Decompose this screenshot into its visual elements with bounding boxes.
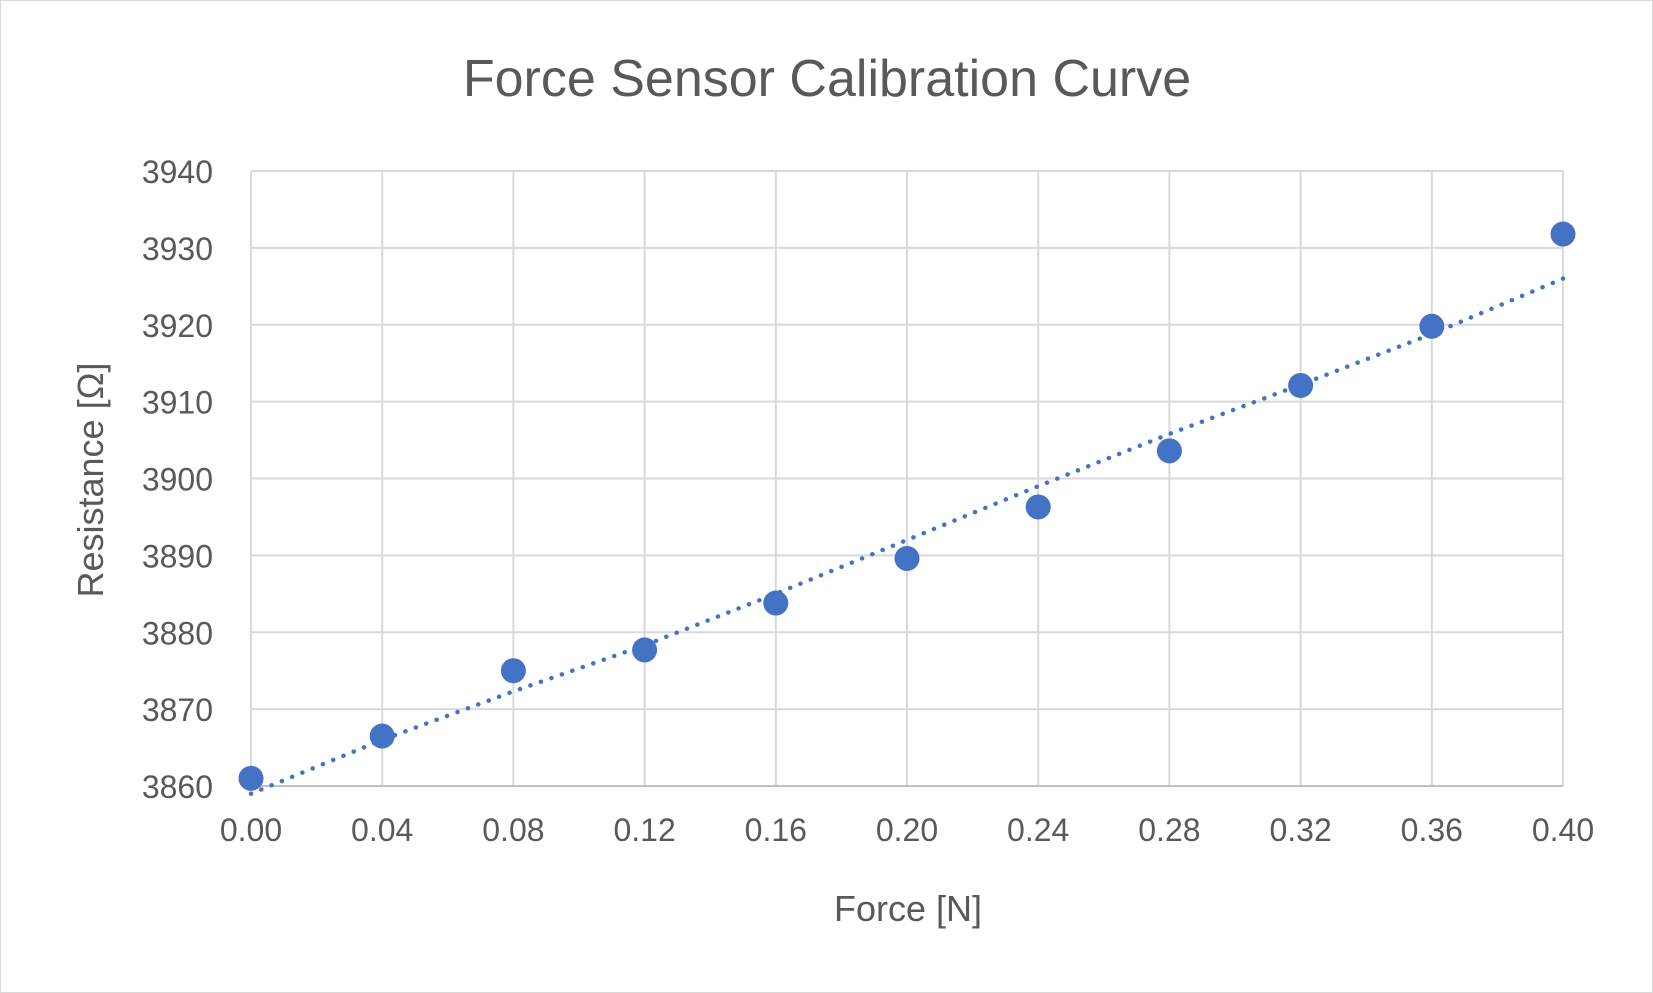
data-point [500, 658, 526, 684]
x-axis-title: Force [N] [834, 888, 982, 929]
chart-title: Force Sensor Calibration Curve [463, 50, 1191, 108]
x-tick-label: 0.16 [745, 812, 807, 848]
x-tick-label: 0.04 [351, 812, 413, 848]
data-point [763, 590, 789, 616]
trendline-path [248, 276, 1566, 796]
x-tick-label: 0.40 [1532, 812, 1594, 848]
y-tick-label: 3930 [142, 231, 213, 267]
x-tick-label: 0.20 [876, 812, 938, 848]
data-point [1288, 372, 1314, 398]
y-tick-label: 3920 [142, 308, 213, 344]
y-tick-labels: 3860 3870 3880 3890 3900 3910 3920 3930 3940 [142, 154, 213, 805]
x-tick-label: 0.00 [220, 812, 282, 848]
y-tick-label: 3900 [142, 462, 213, 498]
data-point [238, 765, 264, 791]
y-tick-label: 3870 [142, 692, 213, 728]
y-tick-label: 3890 [142, 538, 213, 574]
y-tick-label: 3880 [142, 615, 213, 651]
x-tick-label: 0.08 [482, 812, 544, 848]
data-point [1550, 221, 1576, 247]
x-tick-label: 0.32 [1269, 812, 1331, 848]
y-tick-label: 3910 [142, 385, 213, 421]
x-tick-label: 0.28 [1138, 812, 1200, 848]
y-tick-label: 3940 [142, 154, 213, 190]
data-point [1419, 313, 1445, 339]
axes [250, 171, 1563, 787]
data-point [1156, 438, 1182, 464]
x-tick-label: 0.24 [1007, 812, 1069, 848]
data-point [632, 637, 658, 663]
data-point [369, 723, 395, 749]
y-axis-title: Resistance [Ω] [70, 362, 111, 597]
grid-lines [251, 170, 1564, 786]
data-point [894, 545, 920, 571]
data-points [238, 221, 1576, 791]
trendline [248, 276, 1566, 796]
x-tick-label: 0.36 [1401, 812, 1463, 848]
x-tick-label: 0.12 [613, 812, 675, 848]
x-tick-labels: 0.00 0.04 0.08 0.12 0.16 0.20 0.24 0.28 0.32 0.36… [220, 812, 1594, 848]
y-tick-label: 3860 [142, 769, 213, 805]
data-point [1025, 494, 1051, 520]
